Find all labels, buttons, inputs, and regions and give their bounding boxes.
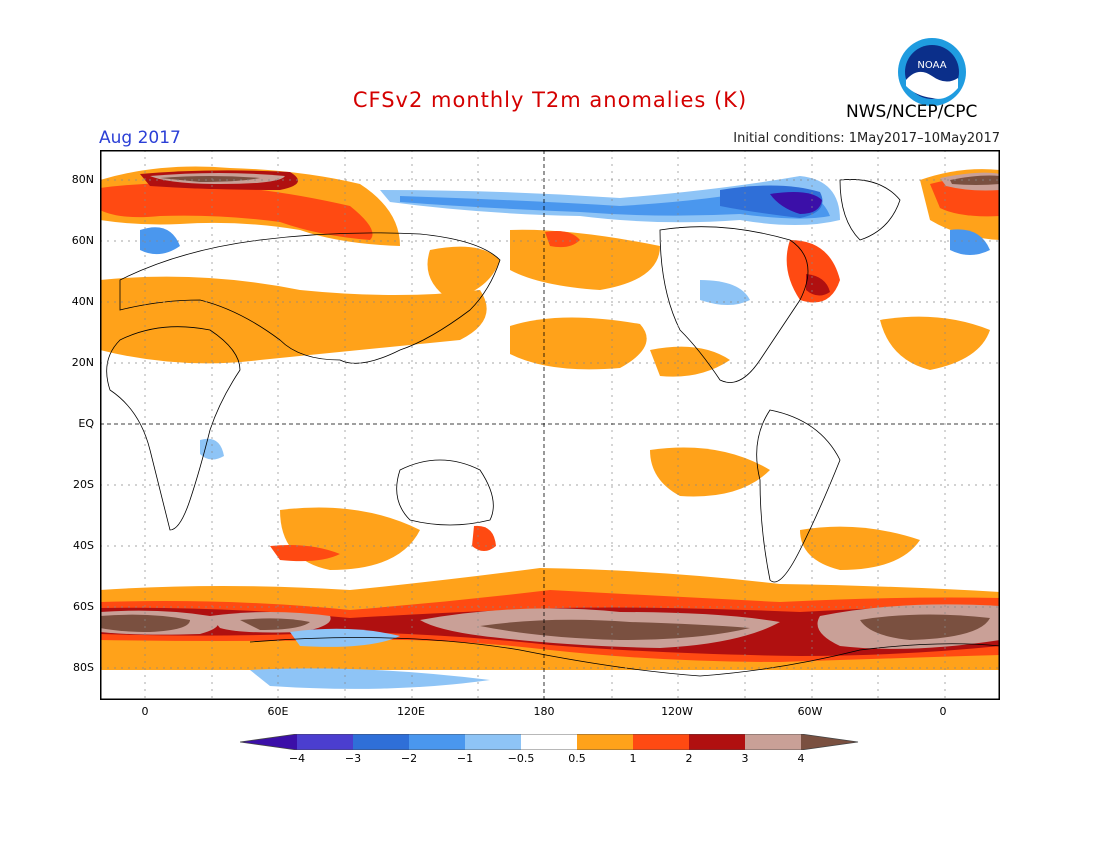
map-title: CFSv2 monthly T2m anomalies (K) (352, 88, 748, 112)
lon-label-120e: 120E (397, 705, 425, 718)
lat-label-80s: 80S (73, 661, 94, 674)
map-frame (100, 150, 1000, 700)
forecast-month: Aug 2017 (99, 128, 181, 148)
colorbar (240, 734, 859, 750)
agency-label: NWS/NCEP/CPC (846, 102, 978, 122)
noaa-logo: NOAA (898, 38, 966, 106)
atlantic-warm (880, 316, 990, 370)
coastlines (106, 179, 1000, 677)
colorbar-label-p3: 3 (741, 752, 749, 765)
lon-label-0-east: 0 (939, 705, 947, 718)
bering-hot-spot (545, 231, 580, 248)
europe-asia-warm (100, 276, 487, 364)
colorbar-label-m2: −2 (400, 752, 418, 765)
arctic-coldest-core (770, 192, 822, 214)
colorbar-label-m05: −0.5 (507, 752, 535, 765)
lat-label-40s: 40S (73, 539, 94, 552)
antarctic-brown-core-3 (480, 619, 750, 640)
lat-label-eq: EQ (78, 417, 94, 430)
colorbar-label-p05: 0.5 (568, 752, 586, 765)
lon-label-60e: 60E (267, 705, 289, 718)
east-pacific-warm (650, 346, 730, 377)
colorbar-swatch-m3-m2 (353, 734, 409, 750)
colorbar-swatch-neutral (521, 734, 577, 750)
central-pacific-warm (510, 317, 647, 370)
atlantic-cool (950, 229, 990, 255)
eurasia-coast (119, 232, 501, 364)
lon-label-0-west: 0 (141, 705, 149, 718)
anomaly-map (100, 150, 1000, 700)
colorbar-swatch-m2-m1 (409, 734, 465, 750)
initial-conditions: Initial conditions: 1May2017–10May2017 (733, 131, 1000, 146)
africa-coast (106, 326, 241, 531)
colorbar-swatch-p1-p2 (633, 734, 689, 750)
colorbar-swatch-lt-m4 (240, 734, 297, 750)
colorbar-label-m1: −1 (456, 752, 474, 765)
colorbar-label-p4: 4 (797, 752, 805, 765)
arctic-hot-west (100, 183, 373, 240)
south-pacific-warm (650, 447, 770, 497)
lon-label-60w: 60W (797, 705, 823, 718)
colorbar-label-p1: 1 (629, 752, 637, 765)
lat-label-40n: 40N (71, 295, 94, 308)
colorbar-swatch-p3-p4 (745, 734, 801, 750)
antarctic-brown-core-1 (100, 614, 190, 632)
colorbar-swatch-m1-m05 (465, 734, 521, 750)
colorbar-swatch-p2-p3 (689, 734, 745, 750)
colorbar-swatch-gt-p4 (801, 734, 858, 750)
antarctic-cool-2 (250, 668, 490, 689)
lon-label-180: 180 (533, 705, 555, 718)
lat-label-60n: 60N (71, 234, 94, 247)
lat-gridlines (100, 179, 1000, 669)
canada-cool (700, 280, 750, 305)
lon-gridlines (144, 150, 946, 700)
south-atlantic-warm (800, 526, 920, 570)
south-indian-hot (270, 545, 340, 562)
antarctica-coast (249, 637, 1000, 677)
lon-label-120w: 120W (661, 705, 693, 718)
south-america-coast (756, 409, 841, 583)
arctic-brown-west (160, 176, 260, 182)
greenland-coast (839, 179, 901, 241)
colorbar-label-m3: −3 (344, 752, 362, 765)
north-america-coast (659, 226, 809, 383)
antarctic-brown-core-2 (240, 618, 310, 630)
noaa-logo-text: NOAA (917, 60, 946, 71)
tasman-hot (472, 525, 496, 551)
colorbar-label-p2: 2 (685, 752, 693, 765)
anomaly-shading (100, 166, 1000, 689)
australia-coast (396, 459, 494, 526)
north-pacific-warm (510, 229, 660, 290)
lat-label-80n: 80N (71, 173, 94, 186)
lat-label-20s: 20S (73, 478, 94, 491)
colorbar-swatch-p05-p1 (577, 734, 633, 750)
lat-label-20n: 20N (71, 356, 94, 369)
antarctic-brown-core-4 (860, 614, 990, 640)
scandinavia-cool (140, 227, 180, 255)
colorbar-swatch-m4-m3 (297, 734, 353, 750)
africa-cool (200, 438, 224, 460)
colorbar-label-m4: −4 (288, 752, 306, 765)
asia-pacific-warm (427, 246, 500, 300)
lat-label-60s: 60S (73, 600, 94, 613)
arctic-colder-belt (400, 186, 830, 219)
colorbar-outline (240, 734, 859, 750)
